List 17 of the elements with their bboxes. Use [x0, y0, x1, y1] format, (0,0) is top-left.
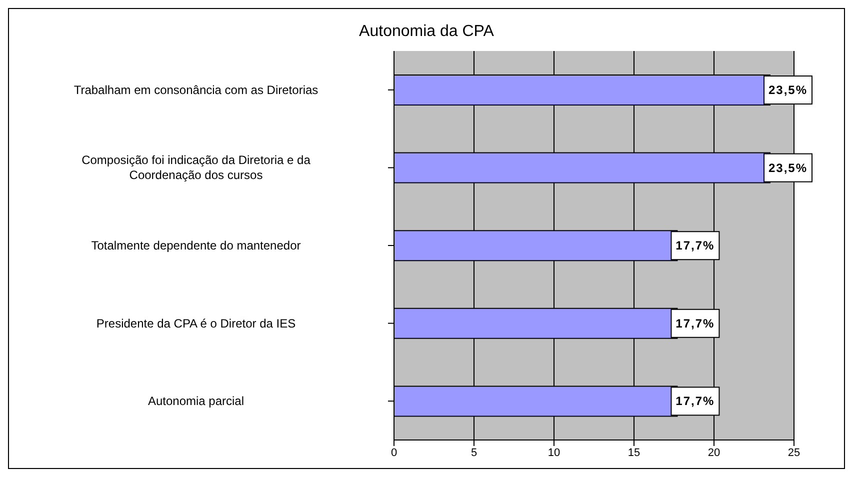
- data-label: 17,7%: [676, 394, 715, 408]
- y-tick-label: Trabalham em consonância com as Diretorias: [74, 82, 318, 97]
- data-label: 17,7%: [676, 316, 715, 330]
- x-tick-label: 20: [708, 446, 720, 459]
- y-tick-label: Autonomia parcial: [148, 394, 244, 408]
- x-tick-label: 0: [390, 446, 398, 459]
- data-label: 23,5%: [768, 83, 808, 97]
- chart-title: Autonomia da CPA: [358, 22, 495, 42]
- data-label: 17,7%: [676, 238, 715, 253]
- x-tick-label: 25: [788, 446, 800, 459]
- data-label: 23,5%: [768, 160, 808, 175]
- x-tick-label: 15: [628, 446, 640, 459]
- y-tick-label: Composição foi indicação da Diretoria e da Coordenação dos cursos: [82, 153, 311, 182]
- y-tick-label: Totalmente dependente do mantenedor: [91, 238, 301, 252]
- y-tick-label: Presidente da CPA é o Diretor da IES: [96, 316, 296, 330]
- x-tick-label: 5: [470, 446, 478, 459]
- x-tick-label: 10: [548, 446, 560, 459]
